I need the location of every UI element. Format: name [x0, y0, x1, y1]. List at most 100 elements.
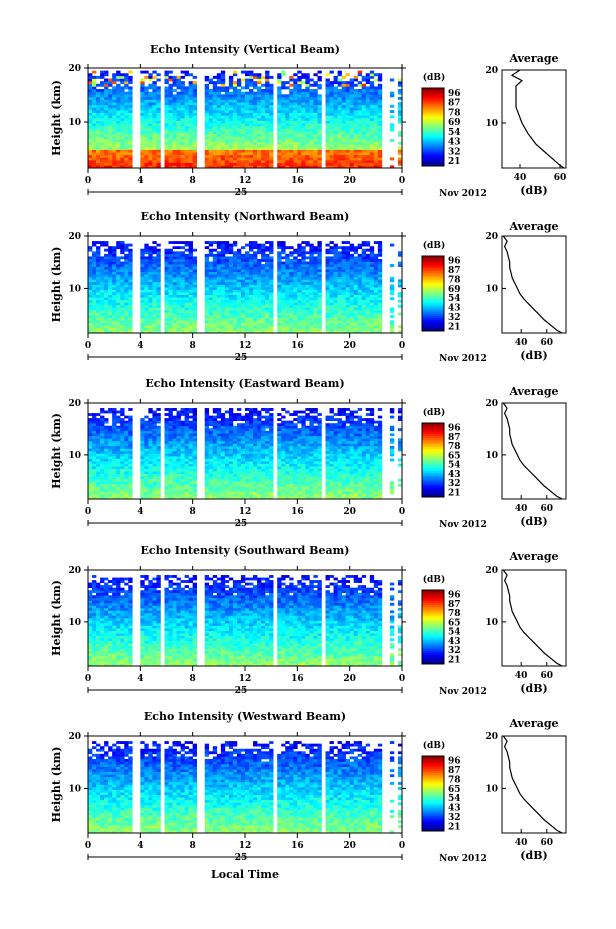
profile-x-tick-label: 60 [541, 338, 554, 348]
colorbar-tick-label: 65 [448, 618, 461, 628]
profile-frame [501, 69, 567, 169]
colorbar-tick-label: 54 [448, 628, 461, 638]
panel-title: Echo Intensity (Vertical Beam) [150, 43, 340, 56]
colorbar-tick-label: 43 [448, 804, 461, 814]
colorbar-unit: (dB) [423, 574, 445, 585]
x-tick-label: 20 [343, 176, 356, 186]
profile-x-label: (dB) [520, 849, 547, 862]
day-label: 25 [235, 353, 248, 363]
colorbar-tick-label: 43 [448, 470, 461, 480]
colorbar-frame [421, 87, 445, 167]
profile-x-label: (dB) [520, 515, 547, 528]
colorbar-tick-label: 69 [448, 118, 461, 128]
colorbar [422, 423, 444, 498]
colorbar-tick-label: 32 [448, 813, 461, 823]
profile-x-tick-label: 60 [541, 838, 554, 848]
day-label: 25 [235, 853, 248, 863]
profile-line [502, 569, 563, 667]
colorbar-tick-label: 87 [448, 266, 461, 276]
x-tick-label: 4 [137, 176, 143, 186]
profile-frame [501, 735, 567, 834]
x-tick-label: 0 [399, 176, 405, 186]
x-tick-label: 8 [190, 841, 196, 851]
colorbar-tick-label: 32 [448, 313, 461, 323]
y-tick-label: 10 [68, 118, 81, 128]
profile-y-tick-label: 20 [485, 399, 498, 409]
x-tick-label: 0 [85, 841, 91, 851]
x-tick-label: 8 [190, 176, 196, 186]
colorbar-tick-label: 21 [448, 488, 461, 498]
x-tick-label: 20 [343, 841, 356, 851]
profile-line [502, 235, 563, 334]
colorbar-tick-label: 54 [448, 794, 461, 804]
panel-title: Echo Intensity (Eastward Beam) [145, 377, 344, 390]
x-tick-label: 0 [399, 841, 405, 851]
date-label: Nov 2012 [439, 854, 487, 864]
x-tick-label: 0 [85, 176, 91, 186]
y-tick-label: 20 [68, 232, 81, 242]
colorbar-tick-label: 87 [448, 766, 461, 776]
colorbar-tick-label: 87 [448, 600, 461, 610]
colorbar-tick-label: 96 [448, 89, 461, 99]
colorbar-tick-label: 96 [448, 591, 461, 601]
heatmap-cells [88, 575, 403, 667]
y-tick-label: 10 [68, 784, 81, 794]
x-tick-label: 12 [239, 507, 252, 517]
x-tick-label: 4 [137, 841, 143, 851]
colorbar-frame [421, 755, 445, 832]
profile-x-tick-label: 40 [515, 338, 528, 348]
colorbar-tick-label: 65 [448, 451, 461, 461]
x-tick-label: 16 [291, 341, 304, 351]
x-tick-label: 8 [190, 341, 196, 351]
y-tick-label: 20 [68, 566, 81, 576]
y-axis-label: Height (km) [50, 413, 63, 489]
panel-title: Echo Intensity (Northward Beam) [141, 210, 350, 223]
colorbar-tick-label: 78 [448, 108, 461, 118]
profile-y-tick-label: 20 [485, 732, 498, 742]
x-tick-label: 20 [343, 674, 356, 684]
profile-title: Average [508, 220, 558, 233]
y-tick-label: 10 [68, 284, 81, 294]
y-tick-label: 10 [68, 451, 81, 461]
colorbar-tick-label: 54 [448, 294, 461, 304]
profile-line [502, 735, 563, 834]
x-tick-label: 4 [137, 507, 143, 517]
x-tick-label: 20 [343, 341, 356, 351]
profile-frame [501, 402, 567, 500]
profile-title: Average [508, 52, 558, 65]
profile-title: Average [508, 717, 558, 730]
colorbar-tick-label: 96 [448, 257, 461, 267]
profile-y-tick-label: 20 [485, 66, 498, 76]
x-tick-label: 12 [239, 341, 252, 351]
colorbar-frame [421, 255, 445, 332]
profile-y-tick-label: 10 [485, 284, 498, 294]
y-tick-label: 20 [68, 732, 81, 742]
x-axis-label: Local Time [211, 868, 279, 881]
x-tick-label: 0 [399, 507, 405, 517]
x-tick-label: 4 [137, 341, 143, 351]
y-axis-label: Height (km) [50, 80, 63, 156]
profile-y-tick-label: 10 [485, 451, 498, 461]
profile-frame [501, 569, 567, 667]
colorbar-frame [421, 589, 445, 665]
x-tick-label: 16 [291, 674, 304, 684]
colorbar-tick-label: 43 [448, 138, 461, 148]
date-label: Nov 2012 [439, 189, 487, 199]
profile-x-tick-label: 60 [541, 671, 554, 681]
colorbar-tick-label: 78 [448, 775, 461, 785]
colorbar [422, 756, 444, 832]
profile-title: Average [508, 385, 558, 398]
heatmap-cells [88, 241, 403, 334]
colorbar-unit: (dB) [423, 407, 445, 418]
panel-title: Echo Intensity (Westward Beam) [144, 710, 346, 723]
profile-frame [501, 235, 567, 334]
colorbar [422, 88, 444, 167]
colorbar-tick-label: 21 [448, 822, 461, 832]
colorbar-tick-label: 21 [448, 157, 461, 167]
profile-x-label: (dB) [520, 184, 547, 197]
panel-title: Echo Intensity (Southward Beam) [141, 544, 350, 557]
x-tick-label: 0 [85, 341, 91, 351]
colorbar-tick-label: 87 [448, 433, 461, 443]
colorbar-tick-label: 78 [448, 275, 461, 285]
